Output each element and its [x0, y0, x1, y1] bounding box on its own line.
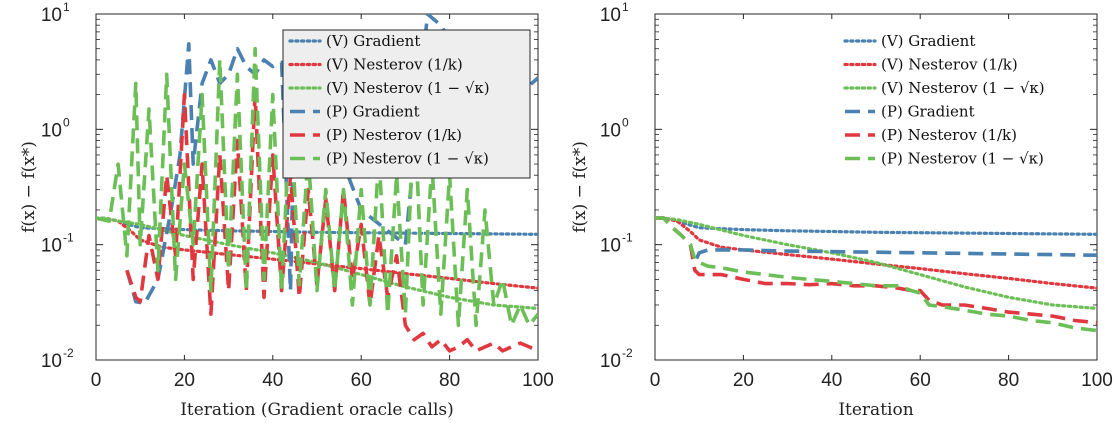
legend-label: (P) Gradient — [326, 103, 420, 121]
x-tick-label: 100 — [522, 370, 554, 391]
y-tick-exponent: -1 — [622, 231, 633, 245]
x-tick-label: 60 — [910, 370, 931, 391]
legend-label: (P) Nesterov (1 − √κ) — [881, 150, 1044, 168]
series-line-5 — [125, 92, 538, 353]
y-tick-base: 10 — [41, 351, 62, 372]
y-axis-label: f(x) − f(x*) — [570, 141, 590, 233]
y-tick-label: 10 — [41, 120, 62, 141]
series-layer — [655, 216, 1097, 333]
y-tick-exponent: 0 — [622, 115, 629, 129]
legend-label: (V) Nesterov (1/k) — [881, 56, 1018, 74]
y-tick-exponent: 1 — [63, 0, 70, 14]
legend-label: (P) Nesterov (1/k) — [326, 126, 462, 144]
axis-ticks — [654, 13, 1098, 361]
series-line-6 — [655, 216, 1097, 333]
legend-label: (V) Nesterov (1 − √κ) — [326, 79, 490, 97]
legend-label: (V) Nesterov (1/k) — [326, 56, 463, 74]
y-tick-exponent: 1 — [622, 0, 629, 14]
y-tick-label: 10 — [600, 5, 621, 26]
legend: (V) Gradient (V) Nesterov (1/k) (V) Nester… — [843, 32, 1045, 168]
y-tick-label: 10 — [41, 236, 62, 257]
x-axis-label: Iteration — [838, 400, 913, 420]
y-tick-base: 10 — [41, 120, 62, 141]
x-tick-label: 80 — [439, 370, 460, 391]
y-tick-base: 10 — [600, 236, 621, 257]
series-line-4 — [125, 14, 538, 306]
y-tick-label: 10 — [600, 120, 621, 141]
x-tick-label: 60 — [351, 370, 372, 391]
y-tick-label: 10 — [600, 351, 621, 372]
series-line-5 — [655, 216, 1097, 325]
x-tick-label: 0 — [650, 370, 661, 391]
y-tick-exponent: 0 — [63, 115, 70, 129]
y-tick-exponent: -1 — [63, 231, 74, 245]
legend-label: (P) Gradient — [881, 103, 975, 121]
y-tick-exponent: -2 — [622, 346, 633, 360]
y-tick-exponent: -2 — [63, 346, 74, 360]
legend-box — [282, 29, 531, 179]
x-tick-label: 40 — [262, 370, 283, 391]
y-tick-base: 10 — [41, 236, 62, 257]
plot-area — [654, 13, 1098, 361]
legend-label: (P) Nesterov (1 − √κ) — [326, 150, 489, 168]
x-tick-label: 20 — [733, 370, 754, 391]
x-tick-label: 20 — [174, 370, 195, 391]
y-tick-base: 10 — [600, 351, 621, 372]
x-tick-labels: 0 20 40 60 80 100 — [91, 370, 554, 391]
legend: (V) Gradient (V) Nesterov (1/k) (V) Nester… — [282, 29, 531, 179]
legend-label: (V) Nesterov (1 − √κ) — [881, 79, 1045, 97]
y-tick-label: 10 — [41, 5, 62, 26]
series-line-3 — [96, 216, 538, 310]
x-tick-labels: 0 20 40 60 80 100 — [650, 370, 1113, 391]
x-tick-label: 100 — [1081, 370, 1113, 391]
x-tick-label: 80 — [998, 370, 1019, 391]
y-axis-label: f(x) − f(x*) — [19, 141, 39, 233]
axis-ticks — [95, 13, 539, 361]
y-tick-base: 10 — [600, 120, 621, 141]
series-line-6 — [96, 46, 538, 328]
series-layer — [96, 14, 538, 353]
y-tick-label: 10 — [41, 351, 62, 372]
x-tick-label: 40 — [821, 370, 842, 391]
y-tick-base: 10 — [41, 5, 62, 26]
legend-label: (P) Nesterov (1/k) — [881, 126, 1017, 144]
series-line-2 — [655, 216, 1097, 290]
x-tick-label: 0 — [91, 370, 102, 391]
legend-label: (V) Gradient — [881, 32, 975, 50]
y-tick-base: 10 — [600, 5, 621, 26]
legend-label: (V) Gradient — [326, 32, 420, 50]
x-axis-label: Iteration (Gradient oracle calls) — [180, 400, 454, 420]
y-tick-label: 10 — [600, 236, 621, 257]
